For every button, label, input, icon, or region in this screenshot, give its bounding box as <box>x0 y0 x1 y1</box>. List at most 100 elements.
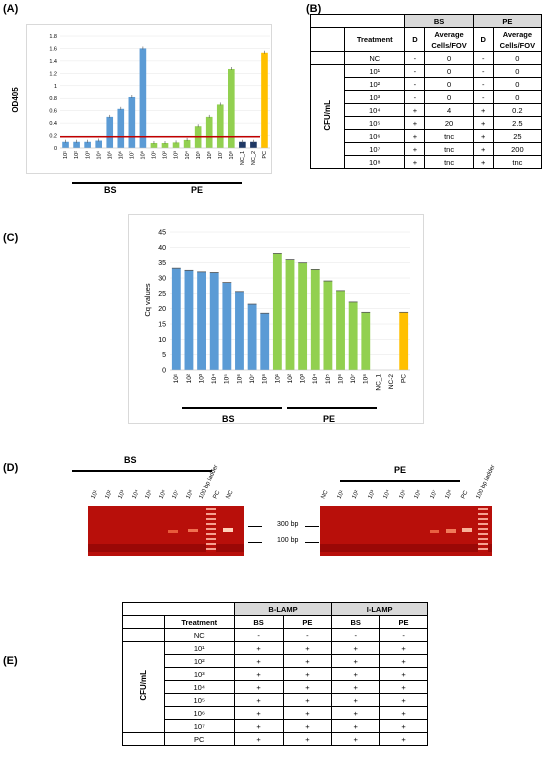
chart-a-xtick: 10² <box>163 151 169 159</box>
table-b-cell: 20 <box>424 116 474 130</box>
table-b-cell: tnc <box>424 129 474 143</box>
table-e-cell: 10³ <box>163 667 235 681</box>
chart-c-ytick: 20 <box>158 306 166 313</box>
gel-bs-lane-label: NC <box>225 489 235 500</box>
chart-a-xtick: 10⁷ <box>217 151 224 159</box>
chart-c-xtick: PC <box>401 374 408 383</box>
chart-a-ytick: 1 <box>54 84 57 90</box>
table-e-row: 10⁶ + + + + <box>123 706 428 720</box>
table-e-cell: + <box>233 706 284 720</box>
chart-a-bar <box>183 139 191 148</box>
chart-c-xtick: 10² <box>186 373 193 383</box>
table-e-row: 10⁵ + + + + <box>123 693 428 707</box>
chart-c-bar <box>235 291 244 370</box>
chart-c-ytick: 40 <box>158 245 166 252</box>
chart-c-bar <box>298 262 308 370</box>
chart-a-bar <box>73 141 80 148</box>
chart-a-xtick: PC <box>262 151 268 159</box>
gel-bs-lane-label: PC <box>212 489 222 500</box>
chart-c-ytick: 35 <box>158 260 166 267</box>
chart-a: OD405 0 0.2 0.4 0.6 0.8 1 1.2 1.4 1.6 1.8 10¹ 10² 1… <box>11 34 270 165</box>
table-e-bs-header: BS <box>233 615 284 629</box>
chart-c-xtick: 10³ <box>198 373 205 383</box>
chart-a-xtick: 10⁵ <box>195 151 202 159</box>
table-e-cell: NC <box>163 628 235 642</box>
chart-c-ytick: 25 <box>158 291 166 298</box>
table-e-cell: + <box>379 667 428 681</box>
table-e-pe-header-2: PE <box>379 615 428 629</box>
group-label-bs-a: BS <box>104 185 117 195</box>
chart-a-xtick: NC_2 <box>251 151 257 165</box>
chart-c-xtick: 10⁵ <box>224 374 231 384</box>
chart-a-bar <box>161 143 169 148</box>
table-b-cell: 0 <box>424 90 474 104</box>
chart-c-xtick: 10⁴ <box>211 374 218 384</box>
chart-a-bar <box>205 116 213 148</box>
table-e-treatment-header: Treatment <box>163 615 235 629</box>
bp100-marker <box>248 542 262 543</box>
chart-a-ytick: 0.6 <box>49 109 57 115</box>
chart-a-xtick: 10⁸ <box>140 151 147 159</box>
table-e-cell: + <box>282 719 333 733</box>
table-e-cell: + <box>233 641 284 655</box>
table-b-cell: + <box>472 142 494 156</box>
table-b-bs-header: BS <box>404 14 474 28</box>
table-e-cell: + <box>233 654 284 668</box>
chart-a-ytick: 0 <box>54 146 57 152</box>
chart-a-xtick: 10¹ <box>63 151 69 159</box>
table-e-cell: - <box>282 628 333 642</box>
table-b-cell: tnc <box>424 142 474 156</box>
gel-image-pe <box>320 506 492 556</box>
table-e-cell: + <box>331 654 381 668</box>
table-b-cell: + <box>472 129 494 143</box>
gel-pe-lane-label: 10¹ <box>336 489 346 500</box>
chart-c-bar <box>399 312 409 370</box>
table-b-row: 10³ -0-0 <box>311 90 543 104</box>
chart-a-ytick: 1.4 <box>49 59 57 65</box>
table-e-cell: + <box>233 680 284 694</box>
table-b-cell: + <box>472 103 494 117</box>
gel-pe-lane-label: 100 bp ladder <box>475 464 497 500</box>
chart-c-bar <box>197 271 206 370</box>
chart-c-ylabel: Cq values <box>143 283 152 317</box>
pe-bracket-a <box>160 182 242 184</box>
chart-c-xtick: 10⁸ <box>262 374 269 384</box>
chart-a-xtick: 10² <box>74 151 80 159</box>
chart-a-xtick: 10⁴ <box>95 150 102 159</box>
gel-bs-lane-label: 10⁸ <box>185 489 195 500</box>
table-e-cell: + <box>379 706 428 720</box>
gel-pe-lane-label: 10² <box>351 489 361 500</box>
table-e-cell: + <box>233 719 284 733</box>
panel-label-e: (E) <box>3 655 18 667</box>
table-e-cell: PC <box>163 732 235 746</box>
chart-c-xtick: 10⁶ <box>236 374 243 384</box>
chart-a-ylabel: OD405 <box>11 87 20 113</box>
table-e-row: PC + + + + <box>122 732 428 746</box>
gel-bs-lane-label: 10⁵ <box>144 489 154 500</box>
table-e-row: 10⁷ + + + + <box>123 719 428 733</box>
gel-bs-lane-label: 10³ <box>117 489 127 500</box>
bp100-marker-right <box>305 542 319 543</box>
chart-c-xtick: 10¹ <box>274 373 281 383</box>
table-e-row: NC - - - - <box>122 628 428 642</box>
table-b-row: 10⁸ + tnc + tnc <box>311 155 543 169</box>
table-b-avg-header-pe: Average Cells/FOV <box>492 27 543 52</box>
table-b-cell: tnc <box>492 155 543 169</box>
table-e-blamp-header: B-LAMP <box>233 602 333 616</box>
table-e-cell: + <box>379 719 428 733</box>
gel-pe-lane-label: 10⁴ <box>382 489 392 500</box>
gel-pe-lane-label: 10⁸ <box>444 489 454 500</box>
chart-c-xtick: 10³ <box>300 373 307 383</box>
table-b-cell: tnc <box>424 155 474 169</box>
table-b-cell: 0 <box>424 51 474 65</box>
table-e-cell: + <box>282 667 333 681</box>
table-e-cell: + <box>379 732 428 746</box>
gel-bs-lane-label: 10⁷ <box>171 489 181 500</box>
table-b-cell: 0 <box>492 77 543 91</box>
chart-a-bar <box>106 116 114 148</box>
chart-a-bar <box>216 104 224 148</box>
chart-c-ytick: 45 <box>158 230 166 237</box>
group-label-bs-c: BS <box>222 414 235 424</box>
table-b-cell: 200 <box>492 142 543 156</box>
panel-label-d: (D) <box>3 462 19 474</box>
